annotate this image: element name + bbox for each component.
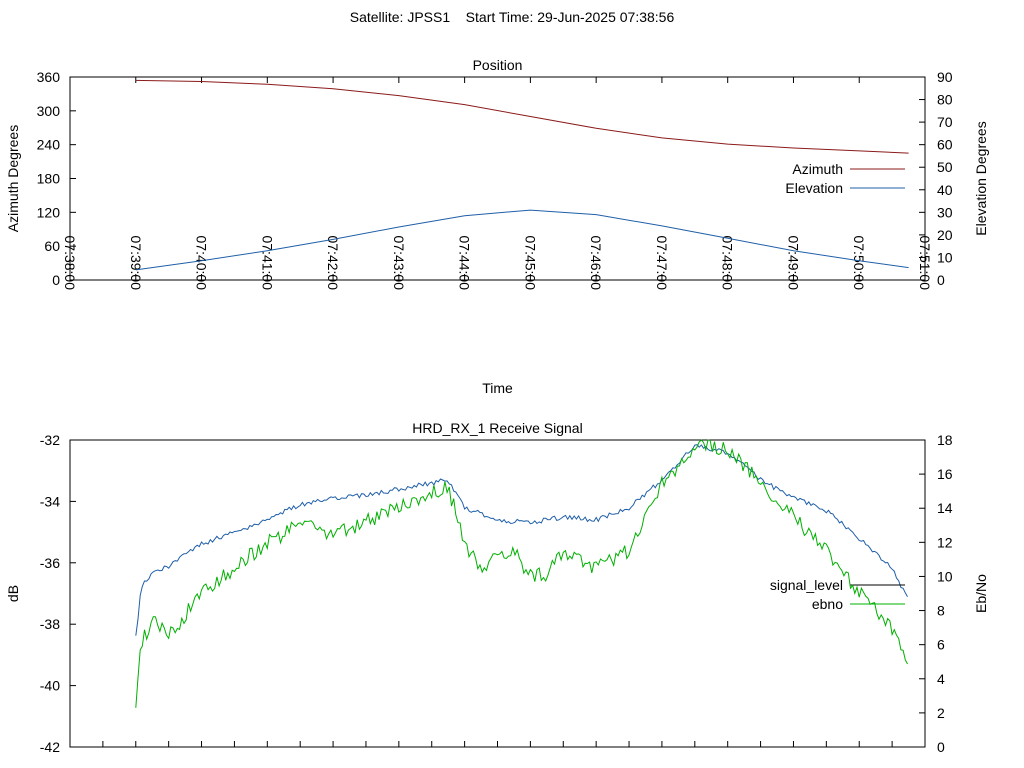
chart-title: HRD_RX_1 Receive Signal — [412, 420, 582, 436]
y-tick-label-right: 18 — [937, 432, 953, 448]
y-tick-label-right: 0 — [937, 272, 945, 288]
x-tick-label: 07:48:00 — [720, 236, 736, 291]
y-axis-label-left: dB — [5, 585, 21, 602]
plot-frame — [69, 439, 926, 748]
y-tick-label-right: 90 — [937, 69, 953, 85]
series-line-Elevation — [135, 209, 909, 271]
x-tick-label: 07:50:00 — [851, 236, 867, 291]
y-tick-label-left: -40 — [40, 678, 60, 694]
y-axis-label-right: Eb/No — [973, 574, 989, 613]
y-tick-label-left: 240 — [37, 137, 61, 153]
y-axis-label-left: Azimuth Degrees — [5, 125, 21, 232]
y-tick-label-right: 10 — [937, 568, 953, 584]
y-tick-label-right: 12 — [937, 534, 953, 550]
y-tick-label-left: 0 — [52, 272, 60, 288]
x-tick-label: 07:44:00 — [457, 236, 473, 291]
x-tick-label: 07:49:00 — [785, 236, 801, 291]
y-tick-label-right: 30 — [937, 204, 953, 220]
y-tick-label-left: 180 — [37, 171, 61, 187]
series-line-signal_level — [135, 444, 908, 636]
y-tick-label-left: -42 — [40, 739, 60, 755]
x-tick-label: 07:38:00 — [62, 236, 78, 291]
y-tick-label-left: -32 — [40, 432, 60, 448]
y-tick-label-right: 80 — [937, 92, 953, 108]
y-tick-label-right: 8 — [937, 603, 945, 619]
y-tick-label-right: 6 — [937, 637, 945, 653]
x-tick-label: 07:45:00 — [522, 236, 538, 291]
legend-label: ebno — [812, 596, 843, 612]
y-tick-label-left: 360 — [37, 69, 61, 85]
series-line-Azimuth — [135, 79, 909, 154]
y-tick-label-right: 10 — [937, 249, 953, 265]
legend-label: Elevation — [785, 180, 843, 196]
chart-title: Position — [473, 57, 523, 73]
y-tick-label-right: 14 — [937, 500, 953, 516]
y-tick-label-right: 4 — [937, 671, 945, 687]
y-tick-label-right: 0 — [937, 739, 945, 755]
y-tick-label-right: 2 — [937, 705, 945, 721]
y-tick-label-right: 40 — [937, 182, 953, 198]
legend-label: Azimuth — [792, 161, 843, 177]
y-tick-label-right: 16 — [937, 466, 953, 482]
y-tick-label-left: -38 — [40, 616, 60, 632]
series-line-ebno — [135, 439, 908, 708]
y-tick-label-left: 120 — [37, 204, 61, 220]
x-tick-label: 07:43:00 — [391, 236, 407, 291]
x-tick-label: 07:42:00 — [325, 236, 341, 291]
y-tick-label-left: -36 — [40, 555, 60, 571]
legend-label: signal_level — [770, 577, 843, 593]
x-tick-label: 07:47:00 — [654, 236, 670, 291]
y-tick-label-right: 50 — [937, 159, 953, 175]
y-tick-label-left: 60 — [44, 238, 60, 254]
y-axis-label-right: Elevation Degrees — [973, 121, 989, 235]
y-tick-label-left: 300 — [37, 103, 61, 119]
x-axis-label: Time — [482, 380, 513, 396]
x-tick-label: 07:51:00 — [917, 236, 933, 291]
y-tick-label-left: -34 — [40, 493, 60, 509]
x-tick-label: 07:39:00 — [128, 236, 144, 291]
x-tick-label: 07:40:00 — [194, 236, 210, 291]
y-tick-label-right: 20 — [937, 227, 953, 243]
y-tick-label-right: 70 — [937, 114, 953, 130]
x-tick-label: 07:46:00 — [588, 236, 604, 291]
y-tick-label-right: 60 — [937, 137, 953, 153]
page-title: Satellite: JPSS1 Start Time: 29-Jun-2025… — [349, 9, 675, 25]
x-tick-label: 07:41:00 — [259, 236, 275, 291]
